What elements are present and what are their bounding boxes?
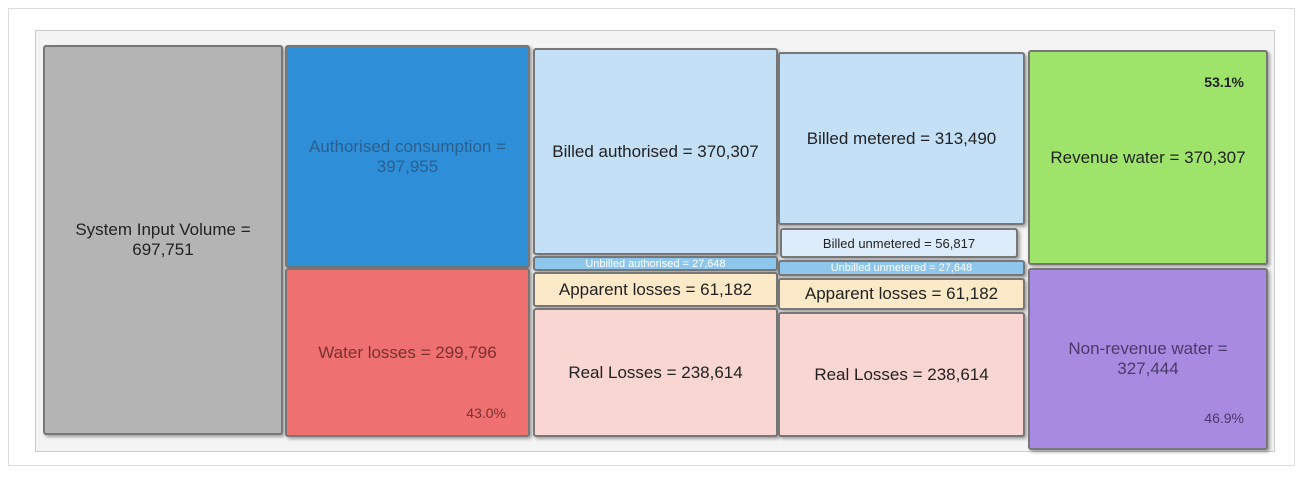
label: Revenue water = 370,307	[1050, 147, 1246, 167]
label: Apparent losses = 61,182	[804, 284, 999, 303]
system-input: System Input Volume = 697,751	[43, 45, 283, 435]
water-losses: Water losses = 299,796 43.0%	[285, 268, 530, 437]
label: System Input Volume = 697,751	[75, 220, 251, 259]
non-revenue-water: Non-revenue water = 327,444 46.9%	[1028, 268, 1268, 450]
real-losses: Real Losses = 238,614	[778, 312, 1025, 437]
unbilled-unmetered: Unbilled unmetered = 27,648	[778, 260, 1025, 276]
frame	[8, 8, 1295, 466]
label: Authorised consumption = 397,955	[308, 136, 507, 176]
label: Billed metered = 313,490	[806, 128, 997, 148]
label: Non-revenue water = 327,444	[1068, 339, 1228, 378]
unbilled-authorised: Unbilled authorised = 27,648	[533, 256, 778, 271]
label: Real Losses = 238,614	[814, 364, 989, 384]
label: Billed unmetered = 56,817	[822, 235, 976, 251]
revenue-water: Revenue water = 370,307 53.1%	[1028, 50, 1268, 265]
label: Water losses = 299,796	[318, 342, 497, 362]
label: Real Losses = 238,614	[568, 362, 743, 382]
real-losses: Real Losses = 238,614	[533, 308, 778, 437]
billed-metered: Billed metered = 313,490	[778, 52, 1025, 225]
percent: 46.9%	[1204, 410, 1244, 426]
apparent-losses: Apparent losses = 61,182	[533, 272, 778, 307]
label: Apparent losses = 61,182	[558, 279, 753, 299]
label: Unbilled unmetered = 27,648	[830, 262, 973, 274]
percent: 53.1%	[1204, 74, 1244, 90]
label: Unbilled authorised = 27,648	[585, 257, 726, 270]
billed-authorised: Billed authorised = 370,307	[533, 48, 778, 255]
apparent-losses: Apparent losses = 61,182	[778, 278, 1025, 310]
billed-unmetered: Billed unmetered = 56,817	[780, 228, 1018, 258]
percent: 43.0%	[466, 405, 506, 421]
authorised-consumption: Authorised consumption = 397,955	[285, 45, 530, 268]
label: Billed authorised = 370,307	[552, 141, 759, 161]
